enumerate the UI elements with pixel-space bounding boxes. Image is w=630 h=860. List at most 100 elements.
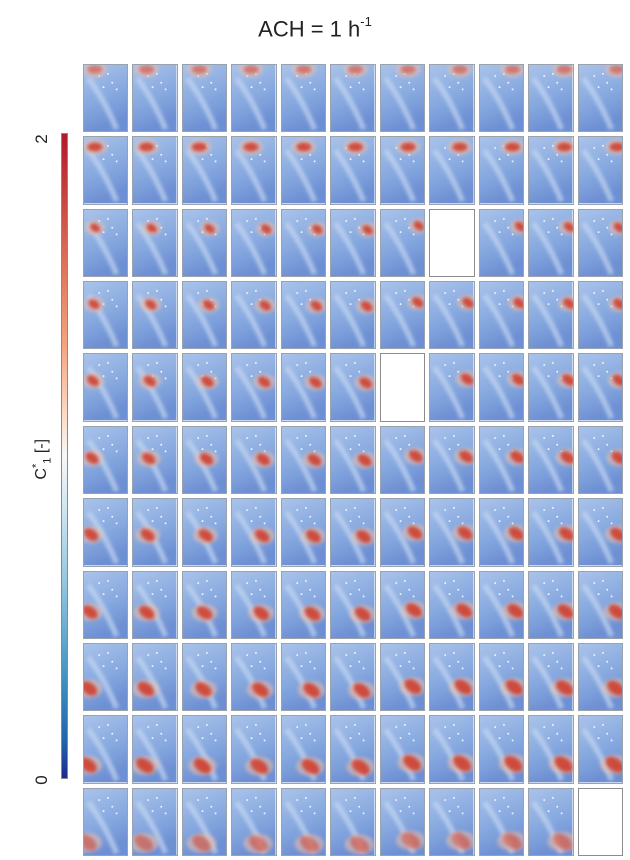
snapshot-panel — [577, 642, 623, 712]
snapshot-panel — [181, 64, 228, 133]
snapshot-panel — [83, 787, 129, 856]
snapshot-panel — [379, 208, 426, 278]
snapshot-panel — [528, 208, 574, 278]
blank-panel — [379, 353, 426, 422]
snapshot-panel — [83, 498, 129, 567]
snapshot-panel — [577, 498, 623, 567]
snapshot-panel — [181, 281, 228, 350]
snapshot-panel — [528, 715, 574, 784]
snapshot-panel — [132, 425, 178, 495]
snapshot-panel — [231, 208, 277, 278]
snapshot-panel — [132, 281, 178, 350]
snapshot-panel — [429, 64, 475, 133]
snapshot-panel — [231, 787, 277, 856]
colorbar-label: C*11 [-] — [30, 438, 54, 480]
snapshot-panel — [83, 281, 129, 350]
snapshot-panel — [379, 281, 426, 350]
snapshot-panel — [83, 208, 129, 278]
snapshot-panel — [478, 281, 525, 350]
snapshot-panel — [83, 642, 129, 712]
snapshot-panel — [181, 136, 228, 205]
snapshot-panel — [132, 498, 178, 567]
snapshot-panel — [330, 498, 376, 567]
snapshot-panel — [280, 642, 327, 712]
snapshot-panel — [478, 715, 525, 784]
snapshot-panel — [132, 715, 178, 784]
snapshot-panel — [181, 208, 228, 278]
snapshot-panel — [280, 64, 327, 133]
snapshot-panel — [379, 715, 426, 784]
snapshot-panel — [280, 498, 327, 567]
snapshot-panel — [330, 642, 376, 712]
snapshot-panel — [231, 353, 277, 422]
blank-panel — [429, 208, 475, 278]
snapshot-panel — [478, 787, 525, 856]
snapshot-panel — [379, 425, 426, 495]
snapshot-panel — [577, 64, 623, 133]
snapshot-panel — [231, 498, 277, 567]
snapshot-panel — [231, 281, 277, 350]
snapshot-panel — [429, 570, 475, 639]
colorbar-tick-max: 2 — [32, 134, 51, 144]
snapshot-panel — [330, 787, 376, 856]
snapshot-panel — [231, 715, 277, 784]
snapshot-panel — [528, 425, 574, 495]
snapshot-panel — [132, 64, 178, 133]
snapshot-panel — [280, 136, 327, 205]
snapshot-panel — [330, 208, 376, 278]
snapshot-panel — [478, 64, 525, 133]
snapshot-panel — [528, 787, 574, 856]
snapshot-panel — [330, 570, 376, 639]
snapshot-panel — [330, 136, 376, 205]
snapshot-panel — [280, 425, 327, 495]
snapshot-panel — [83, 570, 129, 639]
snapshot-panel — [577, 715, 623, 784]
snapshot-panel — [379, 64, 426, 133]
snapshot-panel — [83, 715, 129, 784]
title-text: ACH = 1 h — [258, 16, 361, 42]
snapshot-panel — [132, 642, 178, 712]
snapshot-panel — [132, 136, 178, 205]
snapshot-panel — [478, 642, 525, 712]
snapshot-panel — [528, 570, 574, 639]
snapshot-panel — [181, 425, 228, 495]
snapshot-panel — [478, 425, 525, 495]
snapshot-panel — [280, 353, 327, 422]
snapshot-panel — [429, 715, 475, 784]
snapshot-panel — [181, 642, 228, 712]
snapshot-panel — [379, 642, 426, 712]
snapshot-panel — [231, 570, 277, 639]
snapshot-panel — [429, 787, 475, 856]
snapshot-panel — [429, 136, 475, 205]
snapshot-panel — [379, 787, 426, 856]
snapshot-panel — [379, 570, 426, 639]
snapshot-panel — [330, 64, 376, 133]
snapshot-panel — [429, 425, 475, 495]
snapshot-panel — [132, 570, 178, 639]
blank-panel — [577, 787, 623, 856]
snapshot-panel — [83, 425, 129, 495]
snapshot-panel — [280, 715, 327, 784]
snapshot-panel — [330, 425, 376, 495]
figure-title: ACH = 1 h-1 — [0, 14, 630, 42]
snapshot-grid — [83, 64, 623, 856]
snapshot-panel — [181, 353, 228, 422]
snapshot-panel — [330, 281, 376, 350]
snapshot-panel — [429, 353, 475, 422]
snapshot-panel — [280, 570, 327, 639]
title-exponent: -1 — [360, 14, 372, 29]
snapshot-panel — [132, 353, 178, 422]
snapshot-panel — [478, 208, 525, 278]
snapshot-panel — [280, 787, 327, 856]
snapshot-panel — [528, 498, 574, 567]
snapshot-panel — [231, 642, 277, 712]
snapshot-panel — [231, 64, 277, 133]
snapshot-panel — [478, 570, 525, 639]
snapshot-panel — [83, 136, 129, 205]
snapshot-panel — [181, 715, 228, 784]
snapshot-panel — [528, 281, 574, 350]
snapshot-panel — [231, 136, 277, 205]
snapshot-panel — [280, 208, 327, 278]
snapshot-panel — [83, 64, 129, 133]
snapshot-panel — [83, 353, 129, 422]
